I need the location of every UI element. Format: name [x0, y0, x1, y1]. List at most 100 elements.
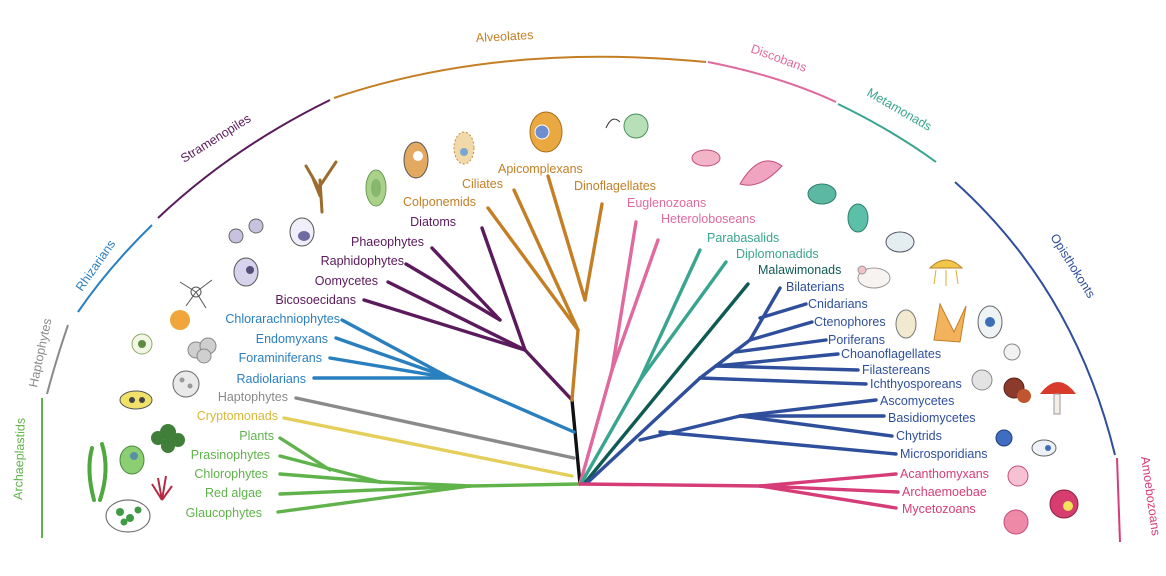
poriferan-illustration — [933, 302, 967, 343]
arc-haptophytes — [46, 324, 69, 395]
taxon-basidiomycetes: Basidiomycetes — [888, 411, 976, 425]
arc-rhizarians — [77, 224, 153, 313]
green-seaweed-illustration — [87, 442, 108, 502]
diplomonadid-illustration — [847, 203, 869, 233]
branch-endomyxans — [334, 336, 452, 380]
branch-ciliates — [512, 188, 580, 332]
branch-red-algae — [278, 484, 472, 496]
taxon-poriferans: Poriferans — [828, 333, 885, 347]
arc-discobans — [707, 61, 837, 103]
branch-heteroloboseans — [610, 238, 660, 372]
branch-amoebozoans-stem — [578, 482, 762, 488]
parabasalid-illustration — [807, 183, 837, 205]
branch-diatoms — [480, 226, 527, 352]
arc-amoebozoans — [1116, 457, 1121, 543]
branch-poriferans — [734, 338, 828, 354]
taxon-malawimonads: Malawimonads — [758, 263, 841, 277]
branch-ascomycetes — [738, 398, 878, 418]
taxon-ichthyosporeans: Ichthyosporeans — [870, 377, 962, 391]
taxon-radiolarians: Radiolarians — [237, 372, 306, 386]
taxon-endomyxans: Endomyxans — [256, 332, 328, 346]
branch-parabasalids — [638, 248, 702, 382]
branch-raphidophytes — [404, 262, 502, 322]
taxon-heteroloboseans: Heteroloboseans — [661, 212, 756, 226]
branch-opisthokonts-stem — [584, 376, 702, 486]
taxon-glaucophytes: Glaucophytes — [186, 506, 262, 520]
taxon-cryptomonads: Cryptomonads — [197, 409, 278, 423]
label-rhizarians: Rhizarians — [73, 237, 118, 293]
taxon-choanoflagellates: Choanoflagellates — [841, 347, 941, 361]
branch-choanoflagellates — [714, 352, 840, 368]
bilaterian-mouse-illustration — [857, 265, 891, 289]
malawimonad-illustration — [885, 231, 915, 253]
label-metamonads: Metamonads — [865, 85, 935, 133]
tree-branches — [276, 174, 900, 514]
branch-haptophytes — [294, 396, 576, 460]
ctenophore-illustration — [895, 309, 917, 339]
branch-mycetozoans — [758, 484, 898, 510]
taxon-phaeophytes: Phaeophytes — [351, 235, 424, 249]
branch-dinoflagellates — [583, 202, 604, 302]
branch-archaeplastids-stem — [468, 482, 582, 488]
dinoflagellate-illustration — [605, 113, 649, 139]
branch-holozoa — [698, 338, 752, 380]
red-alga-illustration — [151, 475, 173, 501]
taxon-mycetozoans: Mycetozoans — [902, 502, 976, 516]
taxon-oomycetes: Oomycetes — [315, 274, 378, 288]
ciliate-illustration — [453, 131, 475, 165]
taxon-archaemoebae: Archaemoebae — [902, 485, 987, 499]
branch-bicosoecidans — [362, 298, 527, 352]
taxon-diplomonadids: Diplomonadids — [736, 247, 819, 261]
cryptomonad-illustration — [119, 390, 153, 410]
taxon-ciliates: Ciliates — [462, 177, 503, 191]
taxon-colponemids: Colponemids — [403, 195, 476, 209]
heterolobosean-illustration — [739, 160, 783, 186]
branch-chlorarachniophytes — [340, 318, 452, 380]
acanthomyxan-illustration — [1007, 465, 1029, 487]
taxon-ctenophores: Ctenophores — [814, 315, 886, 329]
branch-filastereans — [714, 364, 860, 372]
ichthyosporean-illustration — [971, 369, 993, 391]
branch-root — [570, 398, 582, 486]
archaemoeba-illustration — [1049, 489, 1079, 519]
colponemid-illustration — [403, 141, 429, 179]
bicosoecid-illustration — [233, 257, 259, 287]
branch-cryptomonads — [282, 416, 574, 478]
label-alveolates: Alveolates — [475, 28, 533, 45]
taxon-plants: Plants — [239, 429, 274, 443]
label-stramenopiles: Stramenopiles — [178, 111, 253, 165]
branch-alveolates-stem — [570, 328, 580, 402]
chlorarachniophyte-illustration — [179, 279, 213, 309]
taxon-cnidarians: Cnidarians — [808, 297, 868, 311]
taxon-bilaterians: Bilaterians — [786, 280, 844, 294]
taxon-prasinophytes: Prasinophytes — [191, 448, 270, 462]
branch-chytrids — [738, 414, 894, 438]
euglenozoan-illustration — [691, 149, 721, 167]
taxon-foraminiferans: Foraminiferans — [239, 351, 322, 365]
branch-archaemoebae — [758, 484, 900, 494]
taxon-haptophytes: Haptophytes — [218, 390, 288, 404]
label-haptophytes: Haptophytes — [26, 317, 54, 389]
label-amoebozoans: Amoebozoans — [1138, 455, 1163, 536]
taxon-red-algae: Red algae — [205, 486, 262, 500]
branch-rhizarians-stem — [448, 376, 576, 434]
branch-phaeophytes — [430, 246, 502, 322]
taxon-diatoms: Diatoms — [410, 215, 456, 229]
branch-glaucophytes — [276, 484, 472, 514]
haptophyte-illustration — [172, 370, 200, 398]
branch-malawimonads — [582, 282, 750, 486]
basidiomycete-mushroom-illustration — [1040, 382, 1076, 415]
branch-bilaterians — [748, 286, 782, 342]
branch-discobans-stem — [578, 368, 614, 486]
filasterean-illustration — [1003, 343, 1021, 361]
taxon-dinoflagellates: Dinoflagellates — [574, 179, 656, 193]
plant-illustration — [151, 424, 185, 453]
microsporidian-illustration — [1031, 439, 1057, 457]
raphidophyte-illustration — [289, 217, 315, 247]
diatom-illustration — [365, 169, 387, 207]
radiolarian-illustration — [131, 333, 153, 355]
arc-alveolates — [333, 55, 707, 99]
taxon-filastereans: Filastereans — [862, 363, 930, 377]
taxon-chlorarachniophytes: Chlorarachniophytes — [225, 312, 340, 326]
